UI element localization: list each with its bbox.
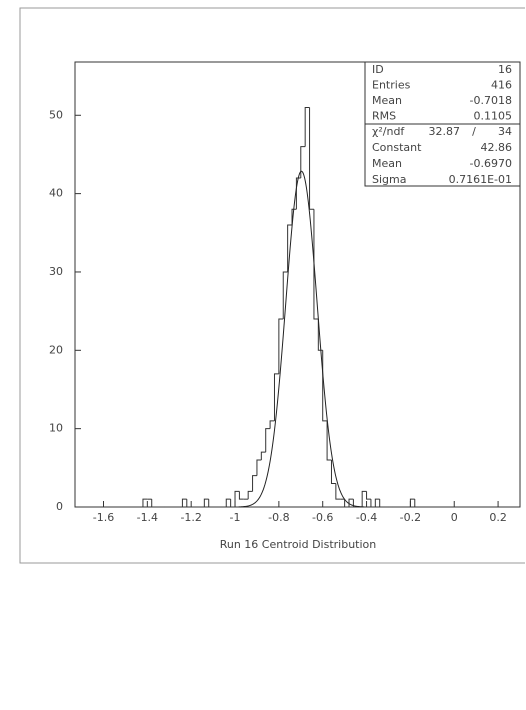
stat-value: / [472, 125, 476, 138]
histogram-bin [374, 498, 380, 507]
stat-label: RMS [372, 110, 396, 123]
histogram-bin [309, 107, 314, 210]
histogram-bin [269, 420, 275, 429]
histogram-bin [252, 475, 257, 492]
histogram-bin [295, 177, 301, 210]
histogram-bin [265, 428, 271, 453]
x-tick-label: -0.6 [312, 511, 333, 524]
histogram-bin [409, 498, 415, 507]
histogram-bin [181, 498, 187, 507]
histogram-bin [300, 146, 306, 178]
x-axis-title: Run 16 Centroid Distribution [220, 538, 377, 551]
histogram-bin [361, 490, 367, 507]
histogram-bin [203, 498, 209, 507]
histogram-bin [247, 490, 253, 500]
histogram-bin [208, 499, 214, 508]
histogram-bin [379, 499, 385, 508]
histogram-bin [344, 499, 350, 508]
fit-curve [238, 170, 365, 508]
histogram-bin [282, 271, 288, 319]
stat-label: Mean [372, 157, 402, 170]
stat-value: 0.1105 [474, 110, 513, 123]
histogram-bin [234, 490, 240, 507]
histogram-bin [186, 499, 192, 508]
stat-value: 16 [498, 63, 512, 76]
histogram-bin [230, 499, 236, 508]
histogram-bin [142, 498, 148, 507]
x-tick-label: -1 [230, 511, 241, 524]
x-tick-label: -1.4 [137, 511, 158, 524]
stat-value: -0.7018 [470, 94, 512, 107]
stat-value: 34 [498, 125, 512, 138]
stat-label: Mean [372, 94, 402, 107]
y-tick-label: 20 [49, 343, 63, 356]
histogram-bin [414, 499, 420, 508]
stat-value: 0.7161E-01 [449, 173, 512, 186]
histogram-bin [260, 451, 266, 460]
histogram-bin [291, 208, 297, 225]
x-tick-label: -0.4 [356, 511, 377, 524]
histogram-bin [335, 483, 341, 500]
histogram-bin [287, 224, 293, 272]
stat-value: 32.87 [429, 125, 461, 138]
histogram-bin [273, 373, 279, 421]
x-tick-label: -0.8 [268, 511, 289, 524]
frame [19, 7, 525, 564]
y-tick-label: 10 [49, 422, 63, 435]
y-tick-label: 40 [49, 187, 63, 200]
histogram-bin [348, 498, 354, 507]
stat-label: Constant [372, 141, 422, 154]
stat-label: Sigma [372, 173, 406, 186]
y-tick-label: 30 [49, 265, 63, 278]
stat-value: -0.6970 [470, 157, 512, 170]
y-tick-label: 0 [56, 500, 63, 513]
histogram-bin [352, 499, 358, 508]
histogram-bin [256, 459, 262, 476]
x-tick-label: -1.6 [93, 511, 114, 524]
x-tick-label: -1.2 [180, 511, 201, 524]
histogram-bin [370, 499, 376, 508]
histogram-bin [225, 498, 231, 507]
stat-value: 42.86 [481, 141, 513, 154]
histogram-bin [366, 491, 371, 500]
x-tick-label: 0 [451, 511, 458, 524]
x-tick-label: 0.2 [489, 511, 507, 524]
plot-frame [74, 61, 521, 508]
histogram-bin [326, 420, 332, 461]
y-tick-label: 50 [49, 108, 63, 121]
stat-label: Entries [372, 79, 411, 92]
stat-label: ID [372, 63, 384, 76]
histogram-bin [304, 106, 310, 147]
stat-value: 416 [491, 79, 512, 92]
histogram-bin [278, 318, 284, 374]
histogram-bin [151, 499, 157, 508]
x-tick-label: -0.2 [400, 511, 421, 524]
histogram-bin [313, 209, 319, 320]
stat-label: χ²/ndf [372, 125, 405, 138]
histogram-bin [238, 491, 244, 500]
histogram-bin [330, 459, 336, 484]
